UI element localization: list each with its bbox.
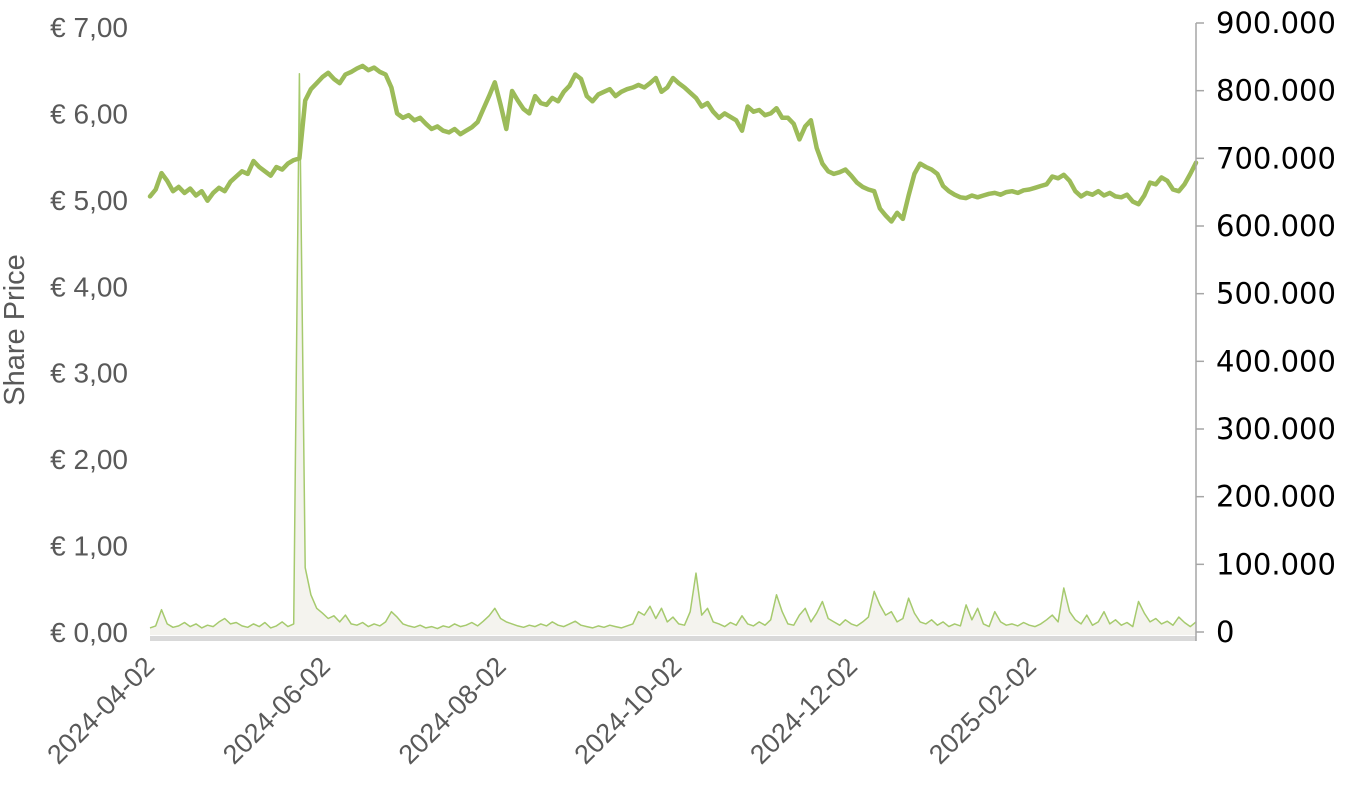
x-axis-tick-label: 2025-02-02 (923, 651, 1042, 770)
left-axis-tick-label: € 7,00 (50, 12, 128, 43)
left-axis-tick-label: € 1,00 (50, 531, 128, 562)
left-axis-tick-label: € 5,00 (50, 185, 128, 216)
x-axis-tick-label: 2024-06-02 (217, 651, 336, 770)
volume-area (150, 73, 1196, 636)
right-axis-tick-label: 400.000 (1216, 344, 1336, 378)
right-axis-tick-label: 700.000 (1216, 141, 1336, 175)
x-axis-tick-label: 2024-10-02 (569, 651, 688, 770)
right-axis-tick-label: 100.000 (1216, 547, 1336, 581)
right-axis-tick-label: 300.000 (1216, 412, 1336, 446)
right-axis-tick-label: 600.000 (1216, 209, 1336, 243)
right-axis-tick-label: 0 (1216, 615, 1234, 649)
right-axis-tick-label: 500.000 (1216, 277, 1336, 311)
right-axis-tick-label: 200.000 (1216, 480, 1336, 514)
x-axis-tick-label: 2024-04-02 (41, 651, 160, 770)
right-axis-tick-label: 900.000 (1216, 6, 1336, 40)
left-axis-tick-label: € 3,00 (50, 358, 128, 389)
x-axis-tick-label: 2024-12-02 (744, 651, 863, 770)
share-price-line (147, 63, 1199, 224)
left-axis-tick-label: € 6,00 (50, 98, 128, 129)
left-axis-tick-label: € 0,00 (50, 617, 128, 648)
x-axis-tick-label: 2024-08-02 (393, 651, 512, 770)
x-axis-baseline (150, 636, 1196, 641)
left-axis-tick-label: € 2,00 (50, 444, 128, 475)
left-axis-title: Share Price (0, 254, 31, 406)
left-axis-tick-label: € 4,00 (50, 271, 128, 302)
volume-line (149, 73, 1197, 630)
right-axis-tick-label: 800.000 (1216, 74, 1336, 108)
